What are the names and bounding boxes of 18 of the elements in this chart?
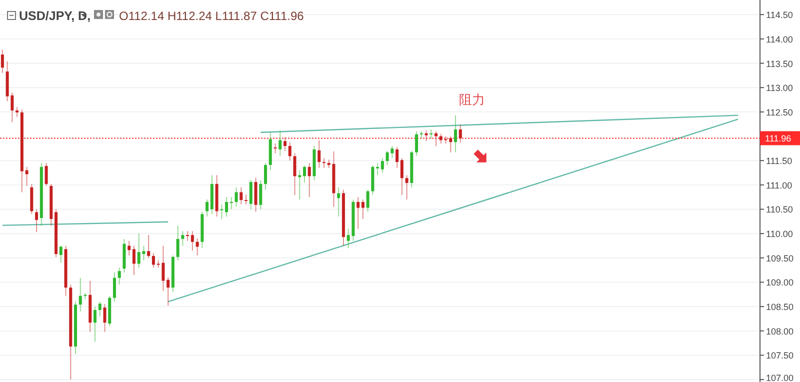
y-tick-label: 111.00 (766, 180, 792, 190)
y-tick-label: 113.00 (766, 83, 793, 94)
y-tick-label: 112.50 (766, 107, 793, 118)
y-tick-label: 114.50 (766, 10, 793, 20)
annotation: 阻力 (459, 92, 485, 107)
y-tick-label: 108.50 (766, 302, 794, 312)
y-tick-label: 111.50 (766, 156, 792, 166)
text: O112.14 H112.24 L111.87 C111.96 (119, 9, 304, 23)
y-tick-label: 114.00 (766, 34, 793, 44)
y-tick-label: 107.50 (766, 350, 794, 361)
y-tick-label: 109.50 (766, 253, 794, 264)
ref-line-label: 111.96 (765, 134, 792, 144)
y-tick-label: 107.00 (766, 373, 794, 382)
y-tick-label: 110.50 (766, 204, 793, 215)
y-tick-label: 110.00 (766, 229, 793, 240)
y-tick-label: 113.50 (766, 58, 793, 69)
y-tick-label: 109.00 (766, 278, 794, 288)
y-tick-label: 108.00 (766, 326, 794, 336)
